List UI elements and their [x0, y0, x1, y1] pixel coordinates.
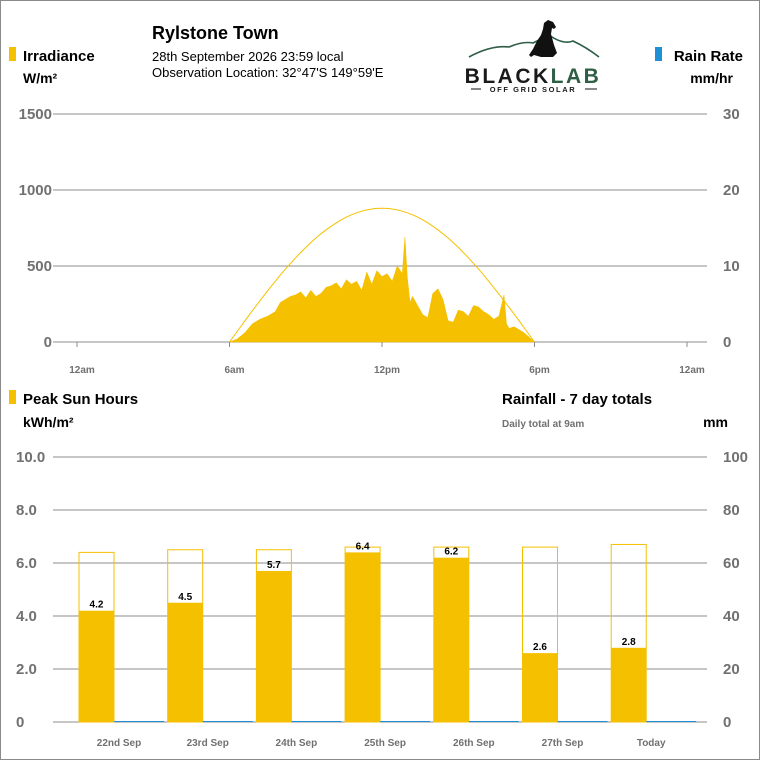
rainfall-y-tick-label: 80: [723, 502, 740, 519]
peak-sun-hours-value-label: 4.2: [90, 600, 104, 611]
dog-icon: [529, 20, 557, 57]
rainfall-y-tick-label: 0: [723, 714, 731, 731]
sun-hours-legend-swatch: [9, 390, 16, 404]
rainfall-unit: mm: [703, 414, 728, 430]
sun-hours-y-tick-label: 2.0: [16, 661, 37, 678]
irradiance-x-tick-label: 12am: [679, 365, 705, 376]
rainfall-y-axis: 100 80 60 40 20 0: [723, 449, 748, 731]
peak-sun-hours-value-label: 6.2: [444, 547, 458, 558]
sun-hours-y-tick-label: 6.0: [16, 555, 37, 572]
day-label: 24th Sep: [276, 738, 318, 749]
rain-rate-legend-label: Rain Rate: [674, 48, 743, 65]
irradiance-y-tick-label: 500: [27, 258, 52, 275]
rainfall-y-tick-label: 100: [723, 449, 748, 466]
peak-sun-hours-value-label: 2.6: [533, 642, 547, 653]
irradiance-x-axis: 12am 6am 12pm 6pm 12am: [69, 342, 705, 376]
peak-sun-hours-value-label: 2.8: [622, 637, 636, 648]
sun-hours-y-tick-label: 4.0: [16, 608, 37, 625]
rainfall-y-tick-label: 20: [723, 661, 740, 678]
peak-sun-hours-bar: [611, 647, 647, 722]
daily-x-axis: 22nd Sep 23rd Sep 24th Sep 25th Sep 26th Sep…: [97, 738, 666, 749]
sun-hours-y-tick-label: 10.0: [16, 449, 45, 466]
irradiance-y-axis: 1500 1000 500 0: [19, 106, 52, 351]
rainfall-bar: [557, 721, 608, 722]
rain-rate-y-axis: 30 20 10 0: [723, 106, 740, 351]
peak-sun-hours-bar: [256, 570, 292, 722]
peak-sun-hours-value-label: 5.7: [267, 560, 281, 571]
site-name: Rylstone Town: [152, 23, 279, 43]
peak-sun-hours-value-label: 6.4: [356, 541, 370, 552]
rainfall-y-tick-label: 60: [723, 555, 740, 572]
rainfall-bar: [380, 721, 431, 722]
rainfall-bar: [202, 721, 253, 722]
irradiance-x-tick-label: 12am: [69, 365, 95, 376]
logo-tagline: OFF GRID SOLAR: [490, 85, 577, 94]
irradiance-legend-label: Irradiance: [23, 48, 95, 65]
peak-sun-hours-bar: [79, 610, 114, 722]
irradiance-x-tick-label: 6am: [224, 365, 244, 376]
rainfall-title: Rainfall - 7 day totals: [502, 391, 652, 408]
rainfall-bar: [114, 721, 164, 722]
day-label: 26th Sep: [453, 738, 495, 749]
observation-datetime: 28th September 2026 23:59 local: [152, 49, 344, 64]
irradiance-unit: W/m²: [23, 70, 58, 86]
logo-brand: BLACKLAB: [465, 65, 602, 88]
rain-rate-y-tick-label: 30: [723, 106, 740, 123]
day-label: 23rd Sep: [187, 738, 229, 749]
peak-sun-hours-bar: [522, 653, 558, 722]
sun-hours-bars: 4.2 4.5 5.7 6.4 6.2 2.6 2.8: [78, 541, 697, 723]
rainfall-bar: [468, 721, 519, 722]
irradiance-y-tick-label: 1500: [19, 106, 52, 123]
rain-rate-legend-swatch: [655, 47, 662, 61]
clear-sky-curve: [229, 207, 535, 343]
rain-rate-y-tick-label: 10: [723, 258, 740, 275]
sun-hours-unit: kWh/m²: [23, 414, 74, 430]
sun-hours-y-tick-label: 0: [16, 714, 24, 731]
rainfall-bar: [646, 721, 697, 722]
sun-hours-legend-label: Peak Sun Hours: [23, 391, 138, 408]
logo-brand-part2: LAB: [551, 65, 602, 88]
sun-hours-y-axis: 10.0 8.0 6.0 4.0 2.0 0: [16, 449, 45, 731]
observation-location: Observation Location: 32°47'S 149°59'E: [152, 65, 384, 80]
irradiance-x-tick-label: 12pm: [374, 365, 400, 376]
irradiance-x-tick-label: 6pm: [529, 365, 550, 376]
peak-sun-hours-bar: [345, 552, 381, 722]
irradiance-legend-swatch: [9, 47, 16, 61]
day-label: 27th Sep: [542, 738, 584, 749]
rainfall-bar: [291, 721, 342, 722]
peak-sun-hours-value-label: 4.5: [178, 592, 192, 603]
blacklab-logo: BLACKLAB OFF GRID SOLAR: [465, 20, 602, 94]
day-label: Today: [637, 738, 666, 749]
peak-sun-hours-bar: [433, 557, 469, 722]
rain-rate-y-tick-label: 0: [723, 334, 731, 351]
irradiance-area: [229, 237, 536, 343]
irradiance-y-tick-label: 0: [44, 334, 52, 351]
logo-brand-part1: BLACK: [465, 65, 551, 88]
day-label: 25th Sep: [364, 738, 406, 749]
irradiance-y-tick-label: 1000: [19, 182, 52, 199]
day-label: 22nd Sep: [97, 738, 141, 749]
rain-rate-y-tick-label: 20: [723, 182, 740, 199]
peak-sun-hours-bar: [167, 602, 203, 722]
rain-rate-unit: mm/hr: [690, 70, 733, 86]
rainfall-subtitle: Daily total at 9am: [502, 419, 584, 430]
rainfall-y-tick-label: 40: [723, 608, 740, 625]
sun-hours-y-tick-label: 8.0: [16, 502, 37, 519]
